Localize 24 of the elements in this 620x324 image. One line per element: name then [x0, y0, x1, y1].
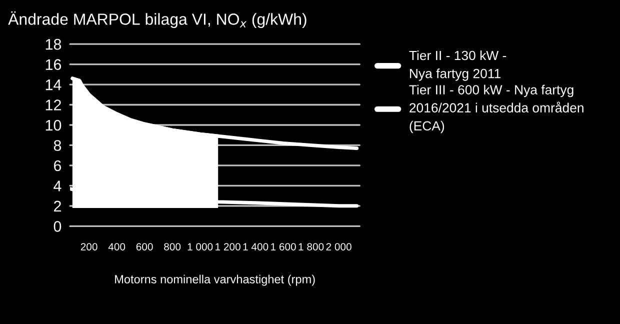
x-tick-label: 1 600 — [271, 243, 296, 250]
y-tick-label: 16 — [46, 59, 62, 70]
x-tick-label: 1 400 — [243, 243, 268, 250]
y-tick-label: 2 — [54, 200, 61, 212]
chart-title: Ändrade MARPOL bilaga VI, NO$_{x}$ (g/kWh) — [8, 11, 306, 28]
y-tick-label: 4 — [54, 180, 62, 192]
x-tick-label: 1 000 — [188, 243, 213, 250]
x-tick-label: 1 200 — [216, 243, 240, 250]
y-tick-label: 6 — [54, 160, 62, 172]
y-tick-label: 10 — [46, 120, 62, 131]
legend-label: Tier III - 600 kW - Nya fartyg 2016/2021 i utsedda områden (ECA) — [409, 84, 584, 134]
x-axis-title: Motorns nominella varvhastighet (rpm) — [115, 274, 315, 286]
x-tick-label: 400 — [108, 243, 126, 250]
x-tick-label: 2 000 — [326, 243, 352, 250]
x-tick-label: 800 — [164, 243, 181, 250]
y-tick-label: 18 — [46, 38, 62, 50]
x-tick-label: 600 — [136, 243, 153, 250]
y-tick-label: 8 — [54, 140, 62, 151]
y-tick-label: 14 — [46, 80, 62, 90]
x-tick-label: 200 — [80, 243, 98, 250]
y-tick-label: 0 — [54, 221, 62, 232]
x-tick-label: 1 800 — [298, 243, 324, 250]
legend-label: Tier II - 130 kW - Nya fartyg 2011 — [409, 50, 506, 81]
y-tick-label: 12 — [46, 100, 61, 110]
